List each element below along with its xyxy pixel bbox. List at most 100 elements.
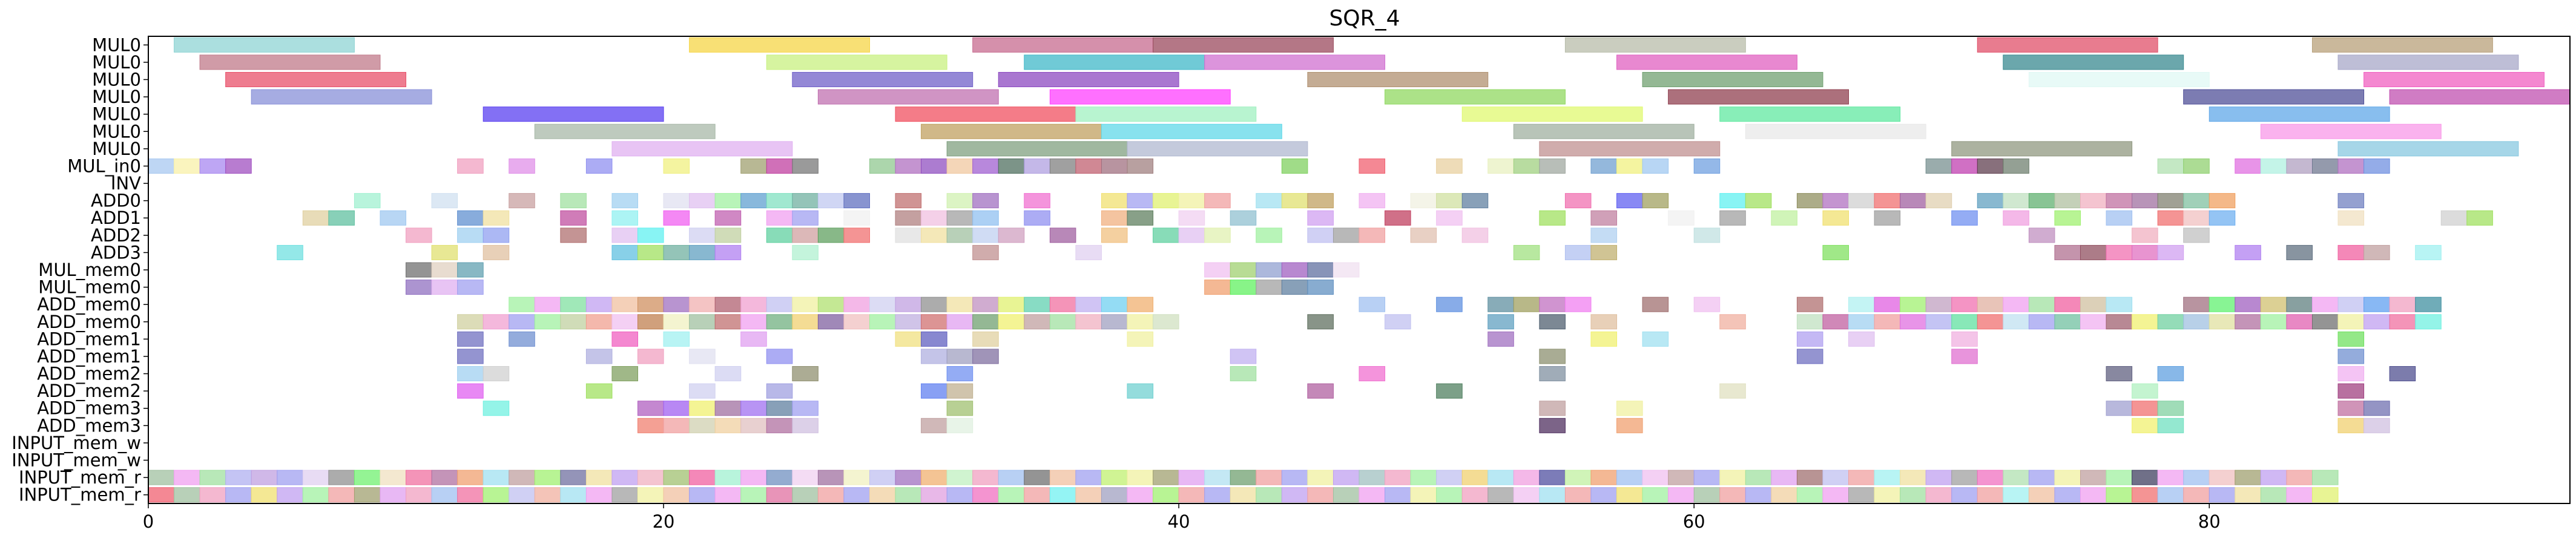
task-bar <box>148 158 175 174</box>
task-bar <box>483 244 510 260</box>
task-bar <box>946 297 973 312</box>
task-bar <box>689 418 716 433</box>
task-bar <box>921 228 947 243</box>
task-bar <box>637 297 664 312</box>
y-tick-label: ADD3 <box>91 242 141 263</box>
task-bar <box>2183 89 2365 105</box>
task-bar <box>1281 487 1308 503</box>
task-bar <box>585 349 613 364</box>
task-bar <box>251 470 278 485</box>
task-bar <box>972 470 999 485</box>
task-bar <box>2364 71 2545 87</box>
task-bar <box>1230 210 1257 226</box>
task-bar <box>1101 297 1128 312</box>
task-bar <box>637 314 664 330</box>
task-bar <box>560 470 587 485</box>
task-bar <box>1281 262 1308 278</box>
task-bar <box>1616 401 1643 416</box>
task-bar <box>1204 54 1386 70</box>
task-bar <box>277 244 303 260</box>
y-tick-label: MUL0 <box>92 52 141 73</box>
task-bar <box>1332 470 1360 485</box>
task-bar <box>946 418 973 433</box>
task-bar <box>1642 193 1669 209</box>
task-bar <box>380 470 407 485</box>
task-bar <box>1101 123 1282 139</box>
task-bar <box>1359 366 1386 382</box>
task-bar <box>225 487 252 503</box>
y-tick-label: ADD_mem0 <box>37 294 141 315</box>
task-bar <box>2337 297 2365 312</box>
task-bar <box>2311 297 2339 312</box>
task-bar <box>2260 123 2442 139</box>
y-tick-label: ADD_mem1 <box>37 329 141 349</box>
task-bar <box>972 193 999 209</box>
task-bar <box>2106 210 2133 226</box>
task-bar <box>714 210 742 226</box>
y-tick-label: MUL_in0 <box>67 156 141 176</box>
task-bar <box>611 141 793 157</box>
task-bar <box>1796 331 1823 347</box>
task-bar <box>714 314 742 330</box>
task-bar <box>2337 366 2365 382</box>
task-bar <box>457 383 484 399</box>
task-bar <box>1642 331 1669 347</box>
task-bar <box>2106 470 2133 485</box>
task-bar <box>766 487 793 503</box>
task-bar <box>2364 158 2390 174</box>
task-bar <box>663 193 690 209</box>
task-bar <box>792 470 819 485</box>
task-bar <box>1848 487 1875 503</box>
task-bar <box>998 487 1025 503</box>
task-bar <box>1900 470 1926 485</box>
task-bar <box>1230 349 1257 364</box>
task-bar <box>1204 470 1231 485</box>
task-bar <box>1230 470 1257 485</box>
task-bar <box>972 487 999 503</box>
task-bar <box>1178 487 1205 503</box>
task-bar <box>817 297 845 312</box>
task-bar <box>2337 210 2365 226</box>
task-bar <box>2209 470 2236 485</box>
task-bar <box>1951 141 2133 157</box>
task-bar <box>817 89 999 105</box>
task-bar <box>1822 314 1850 330</box>
task-bar <box>1307 314 1334 330</box>
task-bar <box>2209 297 2236 312</box>
bars-layer <box>148 37 2571 503</box>
x-axis: 0 20 40 60 80 <box>143 503 2221 532</box>
task-bar <box>1513 123 1695 139</box>
task-bar <box>998 228 1025 243</box>
task-bar <box>663 401 690 416</box>
task-bar <box>1385 314 1411 330</box>
task-bar <box>972 297 999 312</box>
task-bar <box>689 244 716 260</box>
task-bar <box>534 470 561 485</box>
task-bar <box>1487 331 1514 347</box>
task-bar <box>1153 228 1179 243</box>
task-bar <box>1075 314 1102 330</box>
task-bar <box>1796 193 1823 209</box>
task-bar <box>714 297 742 312</box>
task-bar <box>1075 244 1102 260</box>
task-bar <box>199 470 226 485</box>
task-bar <box>483 107 664 122</box>
task-bar <box>1024 470 1050 485</box>
task-bar <box>1049 89 1231 105</box>
task-bar <box>2235 244 2261 260</box>
task-bar <box>1049 297 1076 312</box>
task-bar <box>1590 470 1618 485</box>
task-bar <box>1153 193 1179 209</box>
task-bar <box>1719 107 1901 122</box>
task-bar <box>2054 210 2081 226</box>
task-bar <box>1977 487 2004 503</box>
task-bar <box>431 280 458 295</box>
task-bar <box>457 349 484 364</box>
task-bar <box>792 297 819 312</box>
task-bar <box>611 470 639 485</box>
task-bar <box>483 401 510 416</box>
task-bar <box>1668 470 1695 485</box>
task-bar <box>1332 228 1360 243</box>
task-bar <box>2028 297 2055 312</box>
task-bar <box>174 37 355 53</box>
